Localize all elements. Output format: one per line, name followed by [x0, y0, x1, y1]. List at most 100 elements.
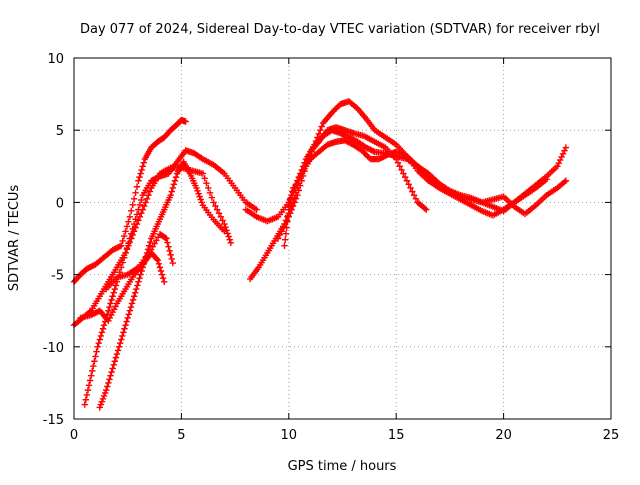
data-point [107, 300, 114, 307]
data-point [109, 308, 116, 316]
data-point [289, 184, 297, 192]
data-point [135, 278, 142, 286]
data-point [111, 285, 119, 293]
data-point [227, 239, 235, 247]
data-point [198, 154, 205, 162]
data-point [114, 347, 122, 354]
x-tick-label: 15 [388, 428, 405, 443]
data-point [86, 377, 94, 384]
data-point [558, 153, 565, 161]
data-point [98, 329, 106, 336]
data-point [412, 195, 420, 202]
data-point [133, 211, 141, 218]
data-point [158, 271, 166, 278]
x-tick-label: 5 [177, 428, 185, 443]
data-point [405, 181, 412, 188]
data-point [130, 220, 138, 228]
data-point [126, 213, 134, 221]
data-point [370, 147, 377, 155]
data-point [421, 205, 429, 212]
data-point [198, 199, 206, 206]
data-point [284, 212, 292, 219]
data-point [92, 353, 99, 360]
data-point [289, 188, 296, 195]
data-point [159, 275, 167, 282]
data-point [124, 314, 131, 322]
chart-title: Day 077 of 2024, Sidereal Day-to-day VTE… [80, 22, 600, 37]
data-point [128, 230, 135, 237]
data-point [318, 123, 325, 130]
data-point [127, 303, 135, 311]
data-point [208, 194, 216, 201]
data-point [308, 148, 315, 156]
data-point [84, 386, 92, 394]
y-tick-label: -15 [43, 413, 64, 428]
y-axis-label: SDTVAR / TECUs [7, 185, 22, 292]
data-point [128, 300, 136, 307]
data-point [225, 233, 232, 240]
data-point [126, 307, 134, 314]
data-point [129, 225, 136, 233]
data-point [130, 293, 138, 300]
data-point [83, 391, 91, 399]
data-point [138, 210, 145, 217]
data-point [285, 213, 292, 221]
data-point [106, 303, 113, 311]
data-point [282, 230, 290, 237]
data-point [123, 223, 131, 230]
data-point [106, 376, 113, 383]
data-point [167, 251, 174, 259]
data-point [161, 278, 168, 286]
data-point [210, 199, 217, 206]
data-point [219, 217, 226, 224]
data-point [317, 127, 324, 134]
data-point [401, 173, 409, 181]
data-point [212, 202, 219, 210]
data-point [91, 358, 98, 365]
x-tick-label: 25 [603, 428, 620, 443]
data-point [206, 189, 214, 196]
data-point [543, 176, 550, 183]
data-point [274, 235, 282, 242]
data-point [128, 207, 135, 215]
data-point [82, 396, 90, 403]
data-point [163, 235, 170, 242]
data-point [119, 237, 126, 245]
data-point [215, 210, 223, 217]
data-point [201, 175, 208, 182]
data-point [253, 206, 260, 213]
data-point [133, 183, 141, 190]
data-point [105, 379, 112, 387]
data-point [145, 191, 152, 199]
data-point [140, 159, 148, 166]
data-point [108, 368, 115, 376]
data-point [283, 224, 290, 231]
data-point [100, 321, 108, 329]
series-trace-10 [285, 137, 550, 219]
data-point [562, 144, 570, 151]
y-tick-label: 5 [56, 124, 64, 139]
data-point [285, 206, 292, 213]
data-point [403, 177, 411, 184]
data-point [95, 308, 102, 315]
y-tick-label: -10 [43, 341, 64, 356]
data-point [110, 306, 118, 313]
data-point [96, 336, 103, 343]
data-point [107, 372, 114, 379]
data-point [182, 118, 189, 125]
data-point [122, 249, 129, 257]
data-point [104, 383, 111, 390]
data-point [281, 242, 288, 249]
data-point [115, 343, 123, 350]
data-point [214, 206, 221, 213]
data-point [135, 177, 142, 184]
data-point [97, 332, 105, 340]
data-point [109, 365, 116, 372]
data-point [105, 317, 112, 325]
data-point [125, 311, 132, 318]
data-point [315, 130, 323, 138]
data-point [197, 196, 204, 203]
data-point [203, 179, 210, 187]
data-point [132, 289, 139, 296]
